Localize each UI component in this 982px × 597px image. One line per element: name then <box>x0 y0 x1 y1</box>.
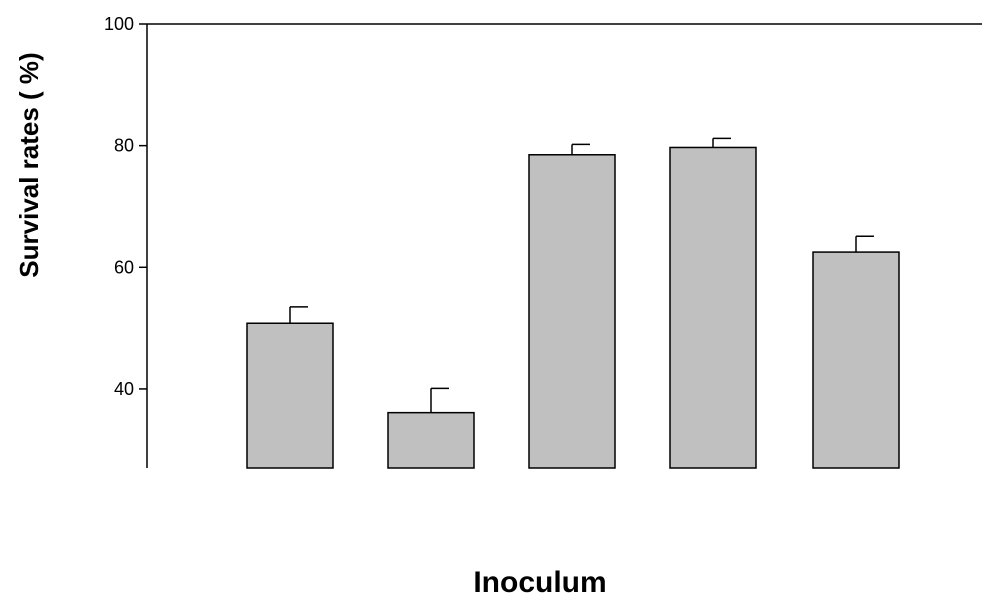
y-axis-title: Survival rates ( %) <box>14 52 44 277</box>
y-tick-label: 60 <box>114 257 134 277</box>
bar <box>387 411 475 469</box>
y-tick-label: 80 <box>114 136 134 156</box>
bar <box>246 322 334 469</box>
y-tick-label: 40 <box>114 379 134 399</box>
bar <box>528 154 616 469</box>
bars <box>246 137 900 469</box>
x-axis-title: Inoculum <box>473 566 606 597</box>
bar <box>812 251 900 469</box>
bar <box>669 146 757 469</box>
y-ticks: 40 60 80 100 <box>104 14 147 399</box>
y-tick-label: 100 <box>104 14 134 34</box>
